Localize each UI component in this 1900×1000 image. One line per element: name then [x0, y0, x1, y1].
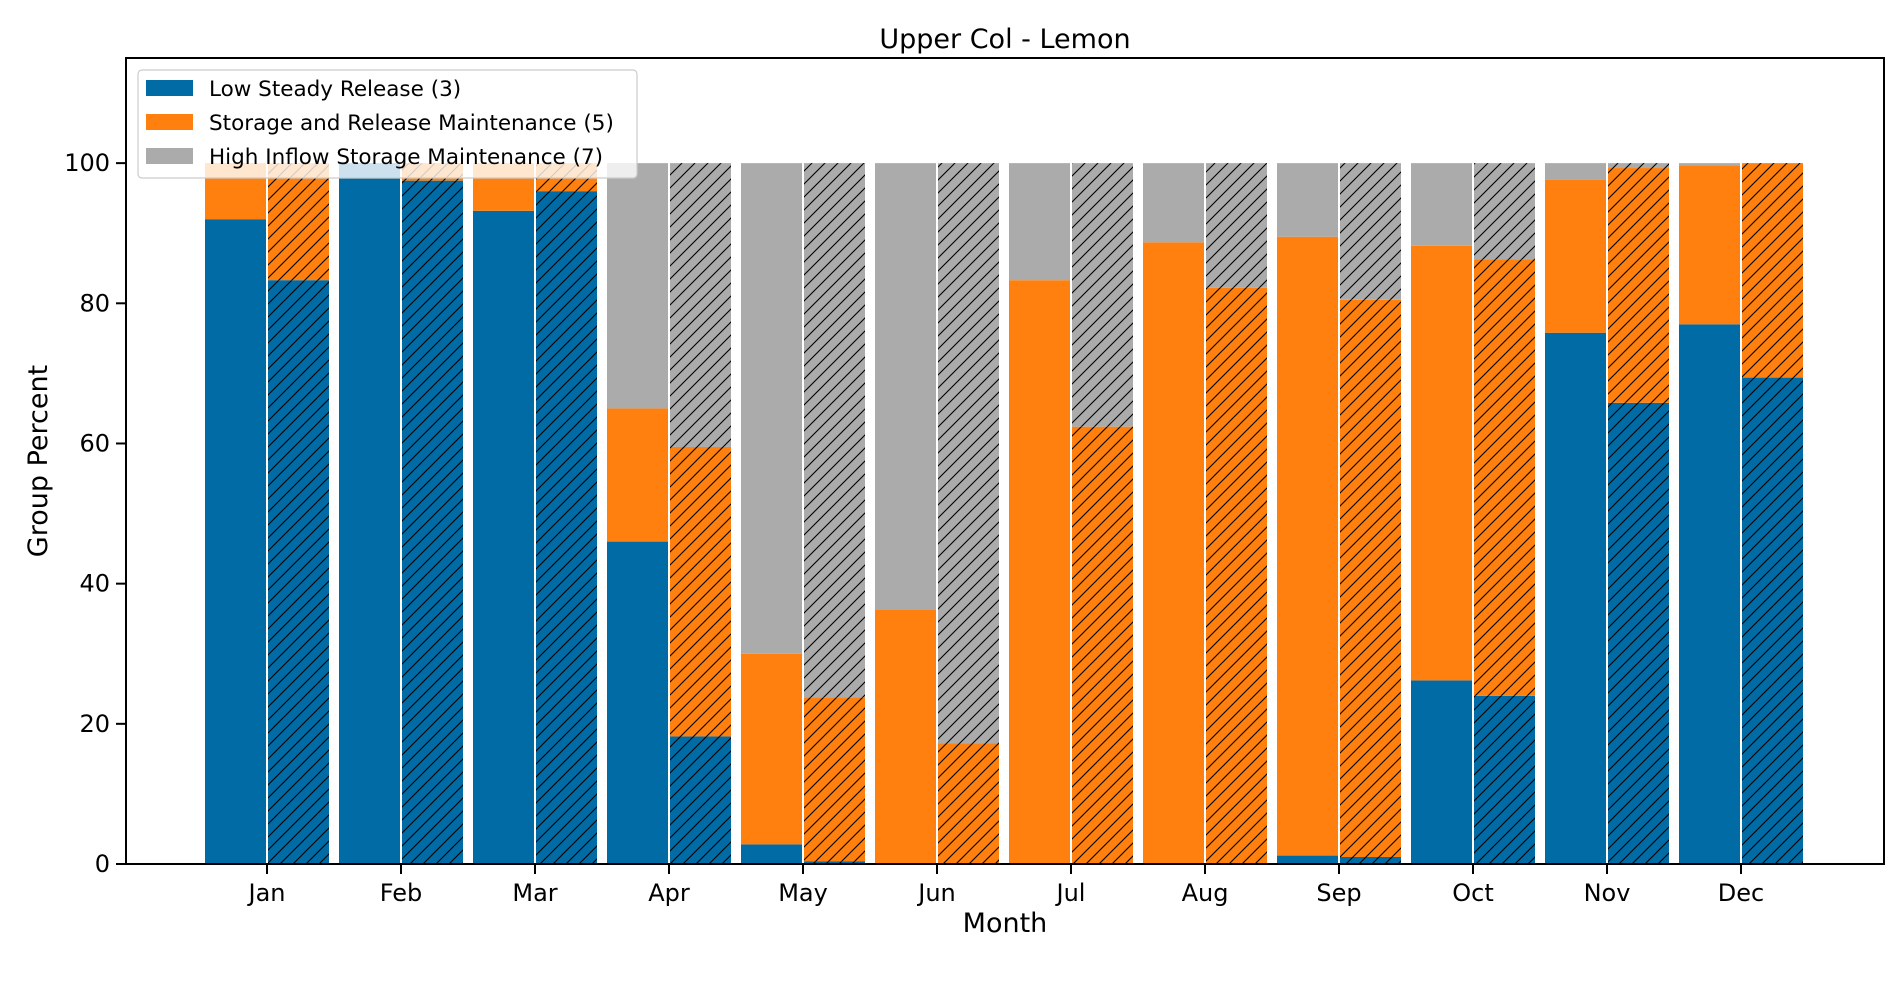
bar-jan-low-steady-release-hatched-pattern [268, 280, 329, 864]
x-tick-label-oct: Oct [1452, 879, 1494, 907]
bar-jun-storage-and-release-maintenance-hatched-pattern [938, 743, 999, 864]
bar-jul-high-inflow-storage-maintenance [1009, 163, 1070, 281]
x-axis-label: Month [963, 908, 1048, 939]
legend-swatch-low-steady-release [146, 80, 193, 96]
legend-swatch-high-inflow-storage-maintenance [146, 148, 193, 164]
x-tick-label-jun: Jun [916, 879, 956, 907]
bar-feb-low-steady-release [339, 163, 400, 864]
bar-feb-low-steady-release-hatched-pattern [402, 180, 463, 865]
bar-may-high-inflow-storage-maintenance-hatched-pattern [804, 163, 865, 698]
bar-aug-storage-and-release-maintenance-hatched-pattern [1206, 287, 1267, 864]
bar-nov-storage-and-release-maintenance [1545, 179, 1606, 333]
bar-jan-storage-and-release-maintenance-hatched-pattern [268, 163, 329, 281]
x-tick-label-jan: Jan [247, 879, 286, 907]
axes-layer [125, 57, 1885, 865]
bar-apr-high-inflow-storage-maintenance-hatched-pattern [670, 163, 731, 447]
bar-jul-storage-and-release-maintenance [1009, 280, 1070, 864]
x-tick-label-aug: Aug [1182, 879, 1229, 907]
bar-mar-low-steady-release-hatched-pattern [536, 191, 597, 864]
bar-aug-high-inflow-storage-maintenance-hatched-pattern [1206, 163, 1267, 288]
x-tick-label-sep: Sep [1316, 879, 1361, 907]
y-tick-label-60: 60 [79, 429, 110, 457]
bar-jun-storage-and-release-maintenance [875, 609, 936, 864]
bar-sep-high-inflow-storage-maintenance-hatched-pattern [1340, 163, 1401, 300]
legend-label-low-steady-release: Low Steady Release (3) [209, 77, 461, 102]
bar-may-low-steady-release-hatched-pattern [804, 861, 865, 864]
bar-oct-storage-and-release-maintenance-hatched-pattern [1474, 259, 1535, 696]
bar-oct-high-inflow-storage-maintenance-hatched-pattern [1474, 163, 1535, 260]
bar-nov-low-steady-release [1545, 332, 1606, 865]
bar-sep-high-inflow-storage-maintenance [1277, 163, 1338, 237]
bar-jun-high-inflow-storage-maintenance-hatched-pattern [938, 163, 999, 744]
bar-jul-storage-and-release-maintenance-hatched-pattern [1072, 426, 1133, 864]
y-axis-label: Group Percent [23, 365, 54, 557]
bar-dec-low-steady-release [1679, 324, 1740, 864]
x-tick-label-jul: Jul [1055, 879, 1086, 907]
bar-nov-storage-and-release-maintenance-hatched-pattern [1608, 168, 1669, 403]
y-tick-label-100: 100 [64, 149, 110, 177]
chart-title: Upper Col - Lemon [879, 24, 1130, 55]
bar-sep-low-steady-release [1277, 855, 1338, 864]
bar-mar-low-steady-release [473, 210, 534, 865]
bar-aug-high-inflow-storage-maintenance [1143, 163, 1204, 243]
y-tick-label-80: 80 [79, 289, 110, 317]
bar-may-storage-and-release-maintenance [741, 653, 802, 845]
bars-layer [205, 163, 1803, 865]
x-tick-label-may: May [778, 879, 828, 907]
x-tick-label-dec: Dec [1718, 879, 1764, 907]
legend-box [137, 69, 638, 179]
y-tick-label-0: 0 [95, 850, 110, 878]
x-tick-label-apr: Apr [648, 879, 690, 907]
bar-aug-storage-and-release-maintenance [1143, 242, 1204, 865]
bar-may-low-steady-release [741, 844, 802, 864]
plot-frame [125, 57, 1885, 865]
bar-oct-low-steady-release-hatched-pattern [1474, 695, 1535, 864]
bar-dec-storage-and-release-maintenance [1679, 165, 1740, 325]
bar-sep-low-steady-release-hatched-pattern [1340, 856, 1401, 864]
bar-sep-storage-and-release-maintenance [1277, 236, 1338, 856]
bar-nov-high-inflow-storage-maintenance [1545, 163, 1606, 180]
bar-nov-high-inflow-storage-maintenance-hatched-pattern [1608, 163, 1669, 169]
bar-may-storage-and-release-maintenance-hatched-pattern [804, 697, 865, 862]
x-tick-label-mar: Mar [512, 879, 557, 907]
bar-jan-low-steady-release [205, 219, 266, 864]
bar-apr-storage-and-release-maintenance-hatched-pattern [670, 446, 731, 737]
x-tick-label-nov: Nov [1584, 879, 1631, 907]
bar-apr-high-inflow-storage-maintenance [607, 163, 668, 409]
bar-sep-storage-and-release-maintenance-hatched-pattern [1340, 299, 1401, 857]
bar-oct-storage-and-release-maintenance [1411, 245, 1472, 681]
bar-dec-high-inflow-storage-maintenance [1679, 163, 1740, 166]
bar-nov-low-steady-release-hatched-pattern [1608, 402, 1669, 864]
ticks-layer: 0 20 40 60 80 100 Jan Feb Mar Apr May Jun Jul Aug Sep O… [64, 149, 1764, 907]
legend-label-storage-and-release-maintenance: Storage and Release Maintenance (5) [209, 111, 614, 136]
bar-apr-low-steady-release [607, 541, 668, 864]
y-tick-label-40: 40 [79, 570, 110, 598]
bar-dec-low-steady-release-hatched-pattern [1742, 377, 1803, 864]
legend-label-high-inflow-storage-maintenance: High Inflow Storage Maintenance (7) [209, 145, 603, 170]
legend: Low Steady Release (3) Storage and Releas… [137, 69, 638, 179]
bar-jun-high-inflow-storage-maintenance [875, 163, 936, 610]
bar-apr-low-steady-release-hatched-pattern [670, 736, 731, 864]
bar-may-high-inflow-storage-maintenance [741, 163, 802, 654]
bar-oct-high-inflow-storage-maintenance [1411, 163, 1472, 246]
x-tick-label-feb: Feb [380, 879, 423, 907]
y-tick-label-20: 20 [79, 710, 110, 738]
legend-swatch-storage-and-release-maintenance [146, 114, 193, 130]
bar-jul-high-inflow-storage-maintenance-hatched-pattern [1072, 163, 1133, 427]
bar-oct-low-steady-release [1411, 680, 1472, 864]
bar-apr-storage-and-release-maintenance [607, 408, 668, 542]
bar-dec-storage-and-release-maintenance-hatched-pattern [1742, 163, 1803, 378]
